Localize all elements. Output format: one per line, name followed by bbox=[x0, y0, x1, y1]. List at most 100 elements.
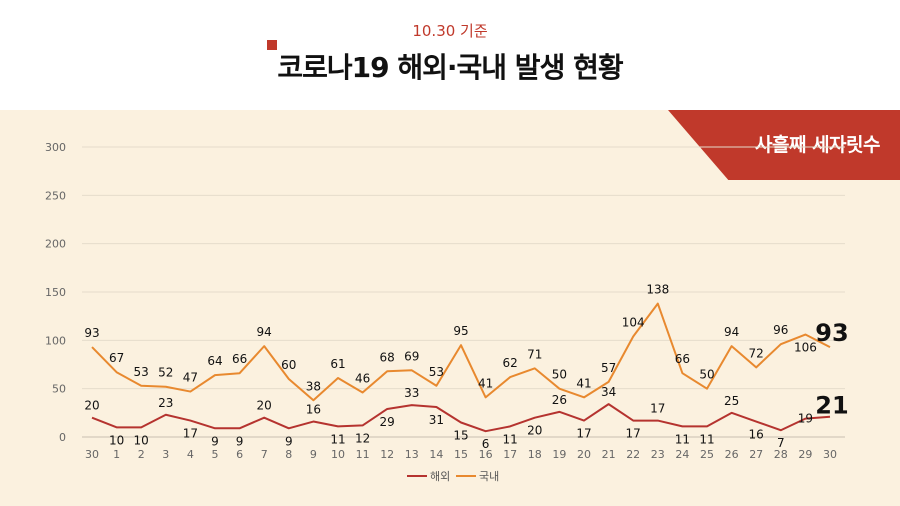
x-tick-label: 27 bbox=[749, 448, 763, 461]
data-label-overseas: 25 bbox=[724, 394, 739, 408]
x-tick-label: 14 bbox=[429, 448, 443, 461]
data-label-domestic: 69 bbox=[404, 349, 419, 363]
y-tick-label: 50 bbox=[52, 383, 66, 396]
x-tick-label: 1 bbox=[113, 448, 120, 461]
data-label-overseas: 23 bbox=[158, 396, 173, 410]
data-label-domestic: 94 bbox=[257, 325, 272, 339]
x-tick-label: 3 bbox=[162, 448, 169, 461]
data-label-domestic: 50 bbox=[699, 368, 714, 382]
x-tick-label: 29 bbox=[798, 448, 812, 461]
data-label-overseas: 9 bbox=[211, 434, 219, 448]
data-label-overseas: 33 bbox=[404, 386, 419, 400]
data-label-domestic: 53 bbox=[134, 365, 149, 379]
data-label-domestic: 64 bbox=[207, 354, 222, 368]
data-label-domestic: 95 bbox=[453, 324, 468, 338]
title-marker-square bbox=[267, 40, 278, 50]
x-tick-label: 4 bbox=[187, 448, 194, 461]
x-tick-label: 6 bbox=[236, 448, 243, 461]
data-label-domestic: 67 bbox=[109, 351, 124, 365]
data-label-overseas: 20 bbox=[527, 424, 542, 438]
y-tick-label: 150 bbox=[45, 286, 66, 299]
data-label-overseas: 19 bbox=[798, 412, 813, 426]
series-line-domestic bbox=[91, 302, 831, 402]
data-label-overseas: 16 bbox=[749, 428, 764, 442]
x-tick-label: 25 bbox=[700, 448, 714, 461]
data-label-domestic: 104 bbox=[622, 315, 645, 329]
data-label-overseas: 29 bbox=[380, 415, 395, 429]
data-label-overseas: 9 bbox=[236, 434, 244, 448]
title-wrap: 코로나19 해외·국내 발생 현황 bbox=[0, 40, 900, 86]
x-tick-label: 20 bbox=[577, 448, 591, 461]
data-label-domestic: 38 bbox=[306, 379, 321, 393]
x-tick-label: 17 bbox=[503, 448, 517, 461]
x-tick-label: 2 bbox=[138, 448, 145, 461]
data-label-domestic: 50 bbox=[552, 368, 567, 382]
x-tick-label: 15 bbox=[454, 448, 468, 461]
data-label-overseas: 26 bbox=[552, 393, 567, 407]
page-title-text: 코로나19 해외·국내 발생 현황 bbox=[277, 51, 623, 84]
data-label-domestic: 41 bbox=[478, 376, 493, 390]
data-label-overseas: 10 bbox=[134, 433, 149, 447]
data-label-domestic: 52 bbox=[158, 366, 173, 380]
headline-banner-text: 사흘째 세자릿수 bbox=[755, 134, 880, 156]
data-label-domestic: 61 bbox=[330, 357, 345, 371]
data-label-domestic: 93 bbox=[84, 326, 99, 340]
data-label-domestic: 62 bbox=[503, 356, 518, 370]
data-label-overseas: 31 bbox=[429, 413, 444, 427]
series-line-overseas bbox=[91, 403, 831, 433]
data-label-overseas: 21 bbox=[815, 392, 848, 420]
data-label-domestic: 106 bbox=[794, 341, 817, 355]
data-label-overseas: 17 bbox=[576, 427, 591, 441]
y-tick-label: 100 bbox=[45, 334, 66, 347]
x-tick-label: 8 bbox=[285, 448, 292, 461]
data-label-overseas: 20 bbox=[257, 399, 272, 413]
x-tick-label: 19 bbox=[552, 448, 566, 461]
x-tick-label: 28 bbox=[774, 448, 788, 461]
data-label-domestic: 66 bbox=[675, 352, 690, 366]
data-label-overseas: 12 bbox=[355, 431, 370, 445]
data-label-overseas: 6 bbox=[482, 437, 490, 451]
x-tick-label: 22 bbox=[626, 448, 640, 461]
data-label-overseas: 11 bbox=[330, 432, 345, 446]
data-label-domestic: 72 bbox=[749, 346, 764, 360]
data-label-overseas: 17 bbox=[183, 427, 198, 441]
page-title: 코로나19 해외·국내 발생 현황 bbox=[267, 40, 624, 86]
data-label-overseas: 11 bbox=[503, 432, 518, 446]
data-label-overseas: 34 bbox=[601, 385, 616, 399]
data-label-overseas: 15 bbox=[453, 429, 468, 443]
data-label-domestic: 96 bbox=[773, 323, 788, 337]
legend-label-overseas: 해외 bbox=[430, 469, 450, 483]
data-label-domestic: 53 bbox=[429, 365, 444, 379]
x-tick-label: 13 bbox=[405, 448, 419, 461]
header: 10.30 기준 코로나19 해외·국내 발생 현황 bbox=[0, 0, 900, 110]
x-tick-label: 30 bbox=[85, 448, 99, 461]
data-label-domestic: 68 bbox=[380, 350, 395, 364]
date-label: 10.30 기준 bbox=[412, 22, 488, 40]
data-label-overseas: 10 bbox=[109, 433, 124, 447]
data-label-domestic: 71 bbox=[527, 347, 542, 361]
data-label-domestic: 138 bbox=[646, 283, 669, 297]
x-tick-label: 26 bbox=[725, 448, 739, 461]
y-tick-label: 0 bbox=[59, 431, 66, 444]
data-label-overseas: 16 bbox=[306, 403, 321, 417]
y-tick-label: 300 bbox=[45, 141, 66, 154]
data-label-domestic: 93 bbox=[815, 319, 848, 347]
data-label-domestic: 57 bbox=[601, 361, 616, 375]
x-tick-label: 7 bbox=[261, 448, 268, 461]
data-label-domestic: 47 bbox=[183, 371, 198, 385]
x-tick-label: 12 bbox=[380, 448, 394, 461]
x-tick-label: 10 bbox=[331, 448, 345, 461]
x-tick-label: 5 bbox=[212, 448, 219, 461]
x-tick-label: 21 bbox=[602, 448, 616, 461]
y-tick-label: 250 bbox=[45, 189, 66, 202]
data-label-overseas: 11 bbox=[699, 432, 714, 446]
x-tick-label: 9 bbox=[310, 448, 317, 461]
data-label-domestic: 41 bbox=[576, 376, 591, 390]
data-label-domestic: 94 bbox=[724, 325, 739, 339]
x-tick-label: 18 bbox=[528, 448, 542, 461]
x-tick-label: 16 bbox=[479, 448, 493, 461]
data-label-overseas: 20 bbox=[84, 399, 99, 413]
data-label-domestic: 46 bbox=[355, 372, 370, 386]
data-label-overseas: 17 bbox=[650, 402, 665, 416]
